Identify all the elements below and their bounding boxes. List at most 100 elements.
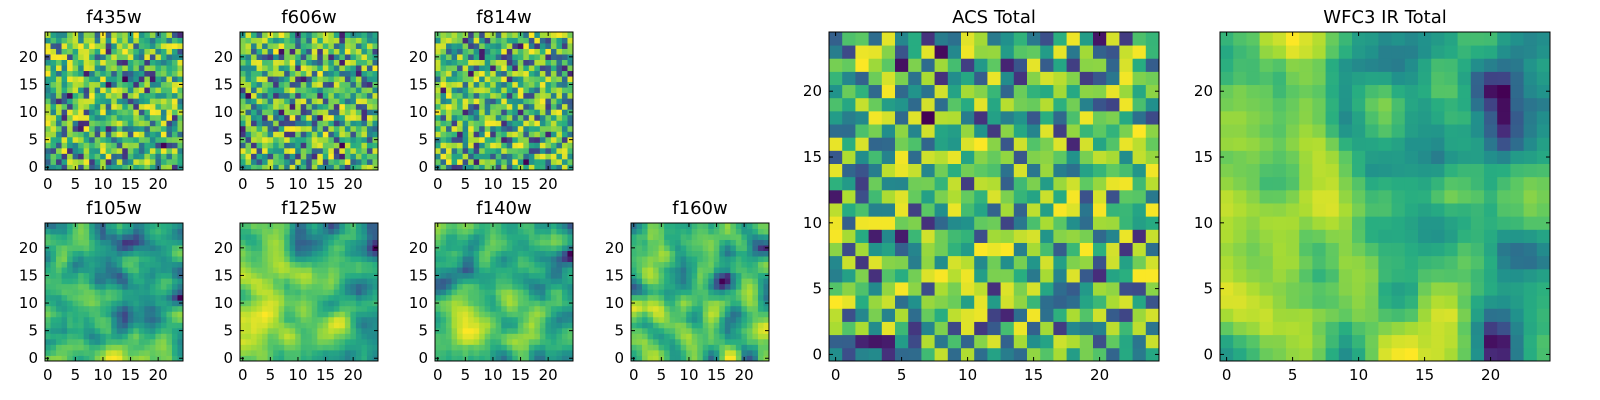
heatmap-cell (89, 223, 96, 229)
heatmap-cell (245, 267, 252, 274)
heatmap-cell (473, 344, 480, 351)
heatmap-cell (517, 272, 524, 279)
heatmap-cell (177, 70, 184, 77)
heatmap-cell (366, 349, 373, 356)
heatmap-cell (111, 70, 118, 77)
heatmap-cell (256, 114, 263, 121)
heatmap-cell (631, 256, 637, 263)
heatmap-cell (675, 250, 682, 257)
heatmap-cell (719, 256, 726, 263)
heatmap-cell (440, 43, 447, 49)
heatmap-cell (484, 316, 491, 323)
heatmap-cell (724, 228, 731, 235)
heatmap-cell (719, 305, 726, 312)
heatmap-cell (855, 255, 869, 270)
heatmap-cell (300, 333, 307, 340)
heatmap-cell (545, 109, 552, 116)
heatmap-cell (462, 65, 469, 72)
heatmap-cell (273, 98, 280, 105)
heatmap-cell (446, 81, 452, 88)
heatmap-cell (702, 322, 709, 329)
heatmap-cell (457, 109, 463, 116)
heatmap-cell (50, 59, 57, 66)
heatmap-cell (567, 283, 574, 290)
heatmap-cell (719, 344, 726, 351)
heatmap-cell (468, 239, 475, 246)
heatmap-cell (462, 98, 469, 105)
heatmap-cell (550, 142, 557, 149)
heatmap-cell (658, 300, 665, 307)
heatmap-cell (702, 316, 709, 323)
heatmap-cell (372, 98, 379, 105)
heatmap-cell (631, 289, 637, 296)
heatmap-cell (528, 338, 535, 345)
heatmap-cell (708, 327, 715, 334)
heatmap-cell (528, 250, 535, 257)
heatmap-cell (133, 120, 140, 127)
heatmap-cell (295, 48, 302, 55)
heatmap-cell (311, 327, 318, 334)
heatmap-cell (763, 338, 770, 345)
heatmap-cell (89, 294, 96, 301)
heatmap-cell (171, 283, 178, 290)
heatmap-cell (528, 92, 535, 99)
heatmap-cell (133, 114, 140, 121)
heatmap-cell (539, 322, 546, 329)
heatmap-cell (72, 59, 79, 66)
heatmap-cell (149, 81, 156, 88)
heatmap-cell (333, 338, 340, 345)
heatmap-cell (61, 158, 68, 165)
heatmap-cell (240, 278, 246, 285)
heatmap-cell (1145, 189, 1160, 204)
heatmap-cell (484, 37, 491, 44)
heatmap-cell (495, 37, 502, 44)
heatmap-cell (366, 289, 373, 296)
heatmap-cell (273, 59, 280, 66)
heatmap-cell (251, 76, 257, 83)
heatmap-cell (322, 289, 329, 296)
heatmap-cell (251, 267, 257, 274)
heatmap-cell (67, 87, 73, 94)
heatmap-cell (702, 228, 709, 235)
heatmap-cell (490, 59, 497, 66)
heatmap-cell (317, 92, 324, 99)
heatmap-cell (317, 59, 324, 66)
heatmap-cell (691, 250, 698, 257)
heatmap-cell (440, 333, 447, 340)
heatmap-cell (446, 87, 452, 94)
heatmap-cell (100, 234, 107, 240)
heatmap-cell (539, 349, 546, 356)
heatmap-cell (67, 59, 73, 66)
heatmap-cell (289, 142, 296, 149)
heatmap-cell (166, 283, 173, 290)
heatmap-cell (273, 43, 280, 49)
heatmap-cell (262, 48, 268, 55)
heatmap-cell (144, 37, 151, 44)
heatmap-cell (111, 109, 118, 116)
heatmap-cell (664, 305, 671, 312)
heatmap-cell (556, 300, 563, 307)
heatmap-cell (116, 305, 123, 312)
heatmap-cell (372, 239, 379, 246)
heatmap-cell (83, 120, 90, 127)
heatmap-cell (322, 114, 329, 121)
heatmap-cell (72, 125, 79, 132)
heatmap-cell (160, 32, 167, 38)
heatmap-cell (561, 300, 568, 307)
heatmap-cell (306, 136, 313, 143)
heatmap-cell (523, 142, 530, 149)
heatmap-cell (149, 349, 156, 356)
heatmap-cell (539, 316, 546, 323)
heatmap-cell (1106, 176, 1120, 191)
heatmap-cell (517, 338, 524, 345)
heatmap-cell (468, 338, 475, 345)
heatmap-cell (45, 311, 51, 318)
heatmap-cell (451, 338, 458, 345)
heatmap-cell (512, 65, 519, 72)
heatmap-cell (1000, 163, 1015, 178)
heatmap-cell (94, 261, 101, 268)
heatmap-cell (934, 308, 949, 322)
heatmap-cell (339, 147, 346, 154)
heatmap-cell (512, 98, 519, 105)
heatmap-cell (245, 32, 252, 38)
